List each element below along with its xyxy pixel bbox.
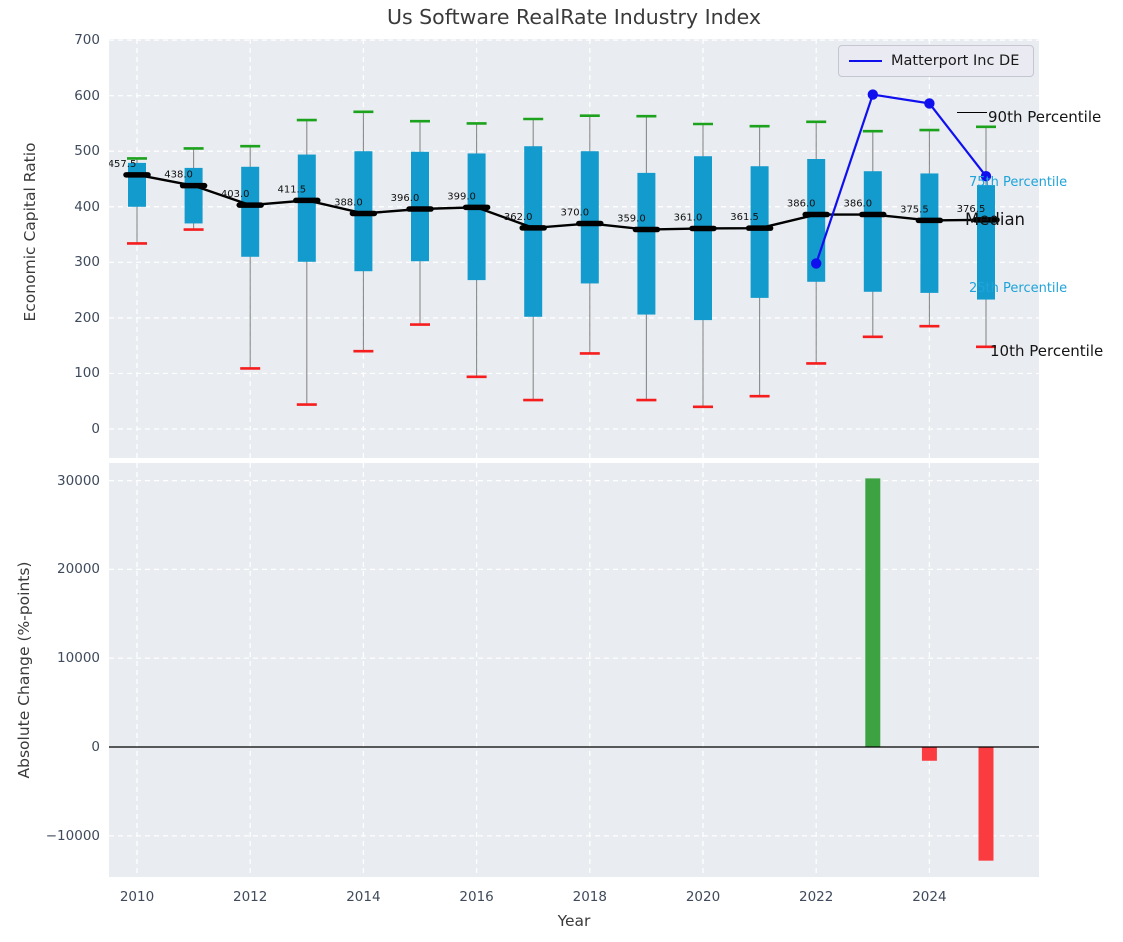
change-bar-2025 bbox=[978, 747, 994, 861]
y-tick-label: 10000 bbox=[57, 650, 100, 667]
y-axis-label-top: Economic Capital Ratio bbox=[21, 142, 39, 322]
x-tick-label: 2010 bbox=[119, 889, 155, 905]
box-whisker-2017 bbox=[523, 117, 544, 402]
box-whisker-2023 bbox=[862, 129, 883, 339]
median-value-label: 375.5 bbox=[900, 204, 929, 215]
y-tick-label: −10000 bbox=[45, 827, 100, 844]
median-value-label: 457.5 bbox=[109, 159, 136, 170]
x-tick-label: 2024 bbox=[912, 889, 947, 905]
y-tick-label: 0 bbox=[91, 421, 100, 437]
x-tick-label: 2020 bbox=[685, 889, 721, 905]
median-value-label: 438.0 bbox=[164, 170, 193, 181]
annotation-90th-percentile: 90th Percentile bbox=[988, 108, 1102, 126]
y-tick-label: 100 bbox=[74, 365, 100, 382]
box-whisker-2025 bbox=[976, 125, 996, 349]
box-whisker-2011 bbox=[183, 147, 204, 231]
box-whisker-2019 bbox=[636, 114, 657, 402]
p90-leader-line bbox=[957, 112, 987, 113]
y-tick-label: 200 bbox=[74, 309, 100, 326]
box-whisker-2016 bbox=[466, 122, 487, 379]
legend-label: Matterport Inc DE bbox=[891, 53, 1020, 69]
y-tick-label: 0 bbox=[91, 739, 100, 755]
median-value-label: 359.0 bbox=[617, 214, 646, 225]
matterport-point bbox=[924, 98, 935, 109]
y-axis-label-bottom: Absolute Change (%-points) bbox=[15, 561, 33, 779]
y-tick-label: 600 bbox=[74, 87, 100, 104]
median-value-label: 396.0 bbox=[391, 193, 420, 204]
median-value-label: 388.0 bbox=[334, 197, 363, 208]
median-value-label: 403.0 bbox=[221, 189, 250, 200]
box-whisker-2010 bbox=[127, 157, 147, 245]
top-chart-plot-area: 457.5 438.0 403.0 411.5 388.0 396.0 399.0 362.0… bbox=[109, 39, 1039, 458]
median-value-label: 362.0 bbox=[504, 212, 533, 223]
box-whisker-2021 bbox=[749, 124, 770, 398]
box-whisker-2012 bbox=[240, 144, 261, 370]
y-tick-label: 700 bbox=[74, 32, 100, 49]
annotation-10th-percentile: 10th Percentile bbox=[990, 342, 1104, 360]
annotation-median: Median bbox=[965, 210, 1026, 229]
box-whisker-2020 bbox=[693, 122, 713, 409]
median-value-label: 399.0 bbox=[447, 191, 476, 202]
change-bar-2024 bbox=[921, 747, 937, 761]
median-value-label: 411.5 bbox=[277, 184, 306, 195]
x-tick-label: 2012 bbox=[233, 889, 268, 905]
matterport-point bbox=[980, 171, 992, 182]
matterport-point bbox=[811, 258, 822, 269]
median-line: 457.5 438.0 403.0 411.5 388.0 396.0 399.0 362.0… bbox=[109, 159, 1000, 233]
annotation-25th-percentile: 25th Percentile bbox=[969, 281, 1068, 296]
x-tick-label: 2014 bbox=[346, 889, 381, 905]
y-tick-label: 20000 bbox=[57, 561, 100, 578]
x-tick-label: 2022 bbox=[799, 889, 834, 905]
y-tick-label: 400 bbox=[74, 198, 100, 215]
legend-line-sample bbox=[849, 60, 882, 62]
y-tick-label: 30000 bbox=[57, 472, 100, 489]
legend: Matterport Inc DE bbox=[838, 45, 1034, 77]
box-whisker-2024 bbox=[919, 128, 940, 328]
change-bar-2023 bbox=[865, 478, 881, 747]
annotation-75th-percentile: 75th Percentile bbox=[969, 175, 1068, 190]
y-tick-label: 500 bbox=[74, 143, 100, 160]
median-value-label: 361.5 bbox=[730, 212, 759, 223]
x-tick-label: 2018 bbox=[572, 889, 607, 905]
bottom-chart-plot-area bbox=[109, 463, 1039, 877]
median-value-label: 361.0 bbox=[674, 212, 703, 223]
median-value-label: 370.0 bbox=[560, 207, 589, 218]
box-whisker-2014 bbox=[353, 110, 374, 353]
x-axis-label: Year bbox=[557, 912, 591, 930]
matterport-point bbox=[867, 89, 878, 100]
median-value-label: 376.5 bbox=[957, 204, 986, 215]
box-whisker-2013 bbox=[296, 118, 317, 406]
chart-title: Us Software RealRate Industry Index bbox=[386, 5, 762, 29]
y-tick-label: 300 bbox=[74, 254, 100, 271]
median-value-label: 386.0 bbox=[787, 199, 816, 210]
box-whisker-2018 bbox=[579, 114, 600, 355]
matterport-line bbox=[811, 89, 992, 269]
median-value-label: 386.0 bbox=[843, 199, 872, 210]
x-tick-label: 2016 bbox=[459, 889, 494, 905]
